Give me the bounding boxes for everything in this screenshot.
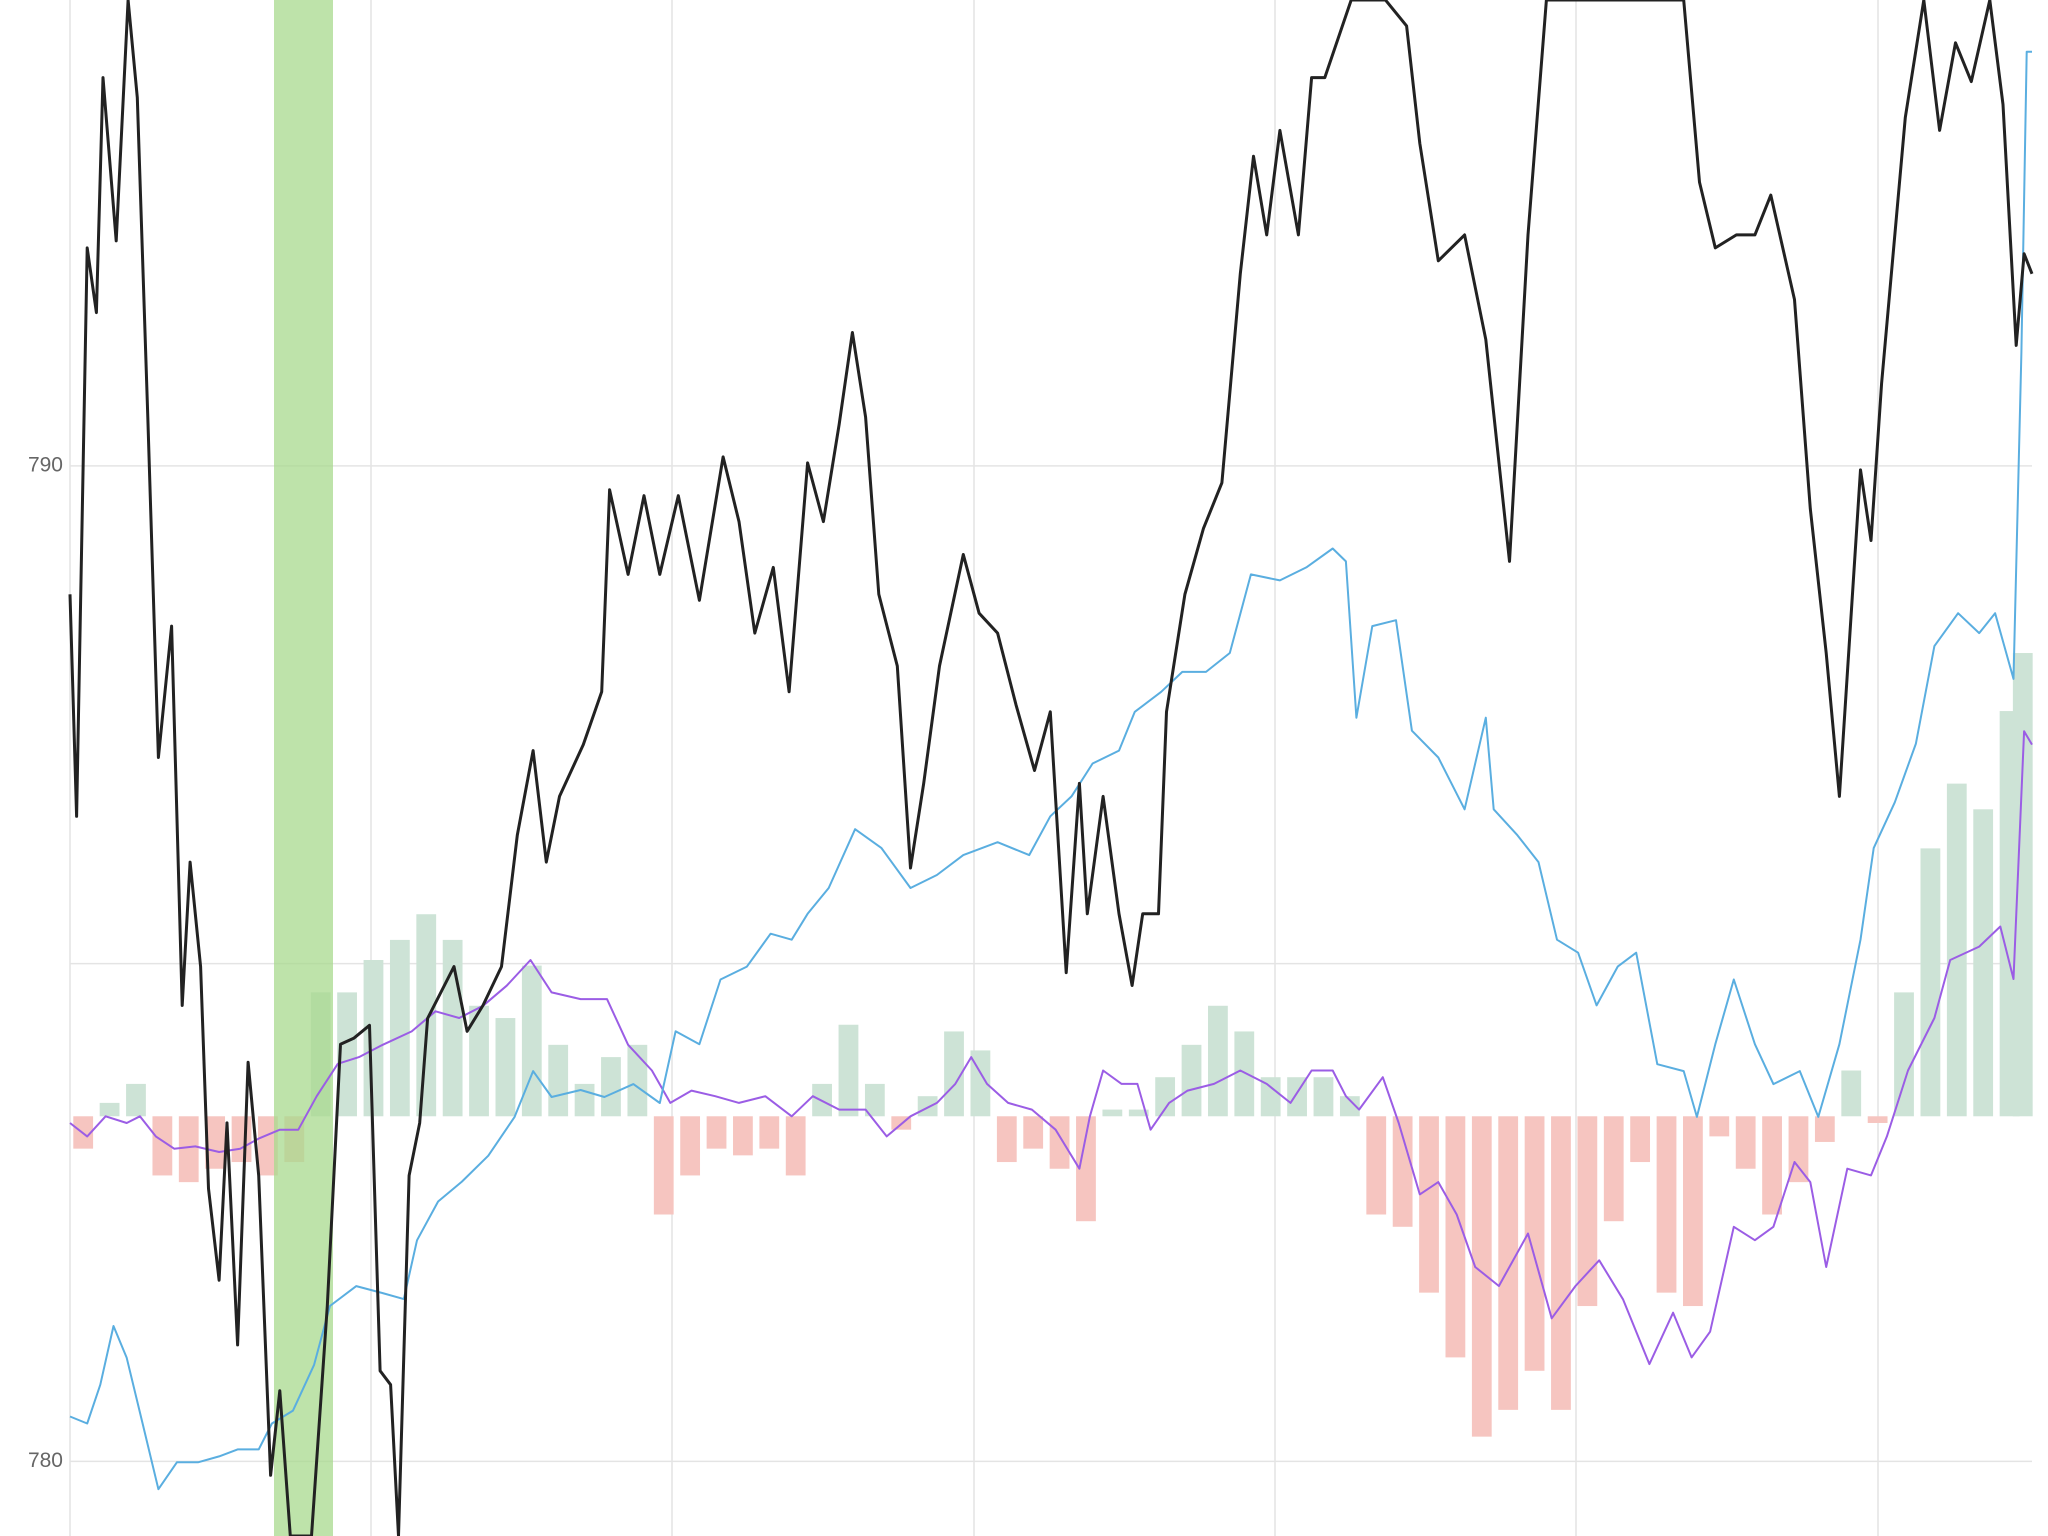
histogram-bar: [469, 1005, 489, 1117]
histogram-bar: [917, 1096, 938, 1117]
histogram-bar: [1471, 1116, 1492, 1437]
histogram-bar: [1920, 848, 1941, 1117]
histogram-bar: [733, 1116, 753, 1156]
series-line: [69, 730, 2033, 1366]
histogram-bar: [627, 1044, 648, 1117]
histogram-bar: [1260, 1077, 1281, 1117]
histogram-bar: [363, 960, 384, 1117]
histogram-bar: [1366, 1116, 1387, 1215]
histogram-bar: [706, 1116, 727, 1149]
histogram-bar: [1102, 1109, 1123, 1117]
y-tick-label: 780: [28, 1449, 63, 1472]
histogram-bar: [996, 1116, 1017, 1163]
histogram-bar: [178, 1116, 199, 1183]
histogram-bar: [389, 939, 410, 1117]
histogram-bar: [785, 1116, 806, 1176]
highlight-band: [274, 0, 333, 1536]
histogram-bar: [1128, 1109, 1149, 1117]
series-line: [68, 0, 2034, 1536]
histogram-bar: [548, 1044, 569, 1117]
histogram-bar: [1392, 1116, 1413, 1227]
histogram-bar: [1445, 1116, 1466, 1358]
histogram-bar: [152, 1116, 173, 1176]
histogram-bar: [1762, 1116, 1782, 1215]
histogram-bar: [416, 914, 437, 1117]
histogram-bar: [1076, 1116, 1096, 1222]
histogram-bar: [1841, 1070, 1862, 1117]
histogram-bar: [1656, 1116, 1677, 1293]
histogram-bar: [601, 1057, 621, 1117]
histogram-bar: [1867, 1116, 1888, 1123]
histogram-bar: [258, 1116, 278, 1176]
histogram-bar: [944, 1031, 964, 1117]
y-tick-label: 790: [28, 453, 63, 476]
histogram-bar: [126, 1083, 146, 1117]
histogram-bar: [1946, 783, 1967, 1117]
histogram-bar: [1208, 1005, 1228, 1117]
y-axis-labels: 780 790: [28, 453, 63, 1471]
histogram-bar: [1313, 1077, 1334, 1117]
histogram-bar: [1234, 1031, 1255, 1117]
histogram-bar: [1155, 1077, 1176, 1117]
grid: [69, 0, 2032, 1536]
histogram-bar: [1498, 1116, 1519, 1410]
histogram-bar: [1973, 809, 1994, 1117]
histogram-bar: [1894, 992, 1914, 1117]
histogram-bar: [653, 1116, 674, 1215]
histogram-bar: [1023, 1116, 1044, 1149]
histogram-bar: [1419, 1116, 1439, 1293]
histogram-bar: [205, 1116, 226, 1169]
histogram-bar: [1630, 1116, 1651, 1163]
histogram-bar: [574, 1083, 595, 1117]
histogram-bar: [1814, 1116, 1835, 1142]
histogram-bar: [1603, 1116, 1624, 1222]
histogram-bar: [1577, 1116, 1598, 1307]
histogram-bar: [1181, 1044, 1202, 1117]
histogram-bar: [1709, 1116, 1730, 1137]
histogram-bar: [1524, 1116, 1545, 1371]
lines: [68, 0, 2034, 1536]
histogram-bar: [1735, 1116, 1756, 1169]
histogram-bar: [759, 1116, 780, 1149]
histogram-bar: [337, 992, 357, 1117]
histogram-bar: [99, 1102, 120, 1117]
histogram: [73, 653, 2033, 1437]
histogram-bar: [864, 1083, 885, 1117]
histogram-bar: [495, 1018, 516, 1117]
histogram-bar: [521, 965, 542, 1117]
histogram-bar: [1551, 1116, 1571, 1410]
histogram-bar: [231, 1116, 252, 1163]
histogram-bar: [680, 1116, 701, 1176]
histogram-bar: [1339, 1096, 1360, 1117]
histogram-bar: [1683, 1116, 1703, 1307]
histogram-bar: [970, 1050, 991, 1117]
histogram-bar: [838, 1024, 859, 1117]
histogram-bar: [2012, 653, 2033, 1117]
series-line: [69, 50, 2032, 1491]
histogram-bar: [1049, 1116, 1070, 1169]
